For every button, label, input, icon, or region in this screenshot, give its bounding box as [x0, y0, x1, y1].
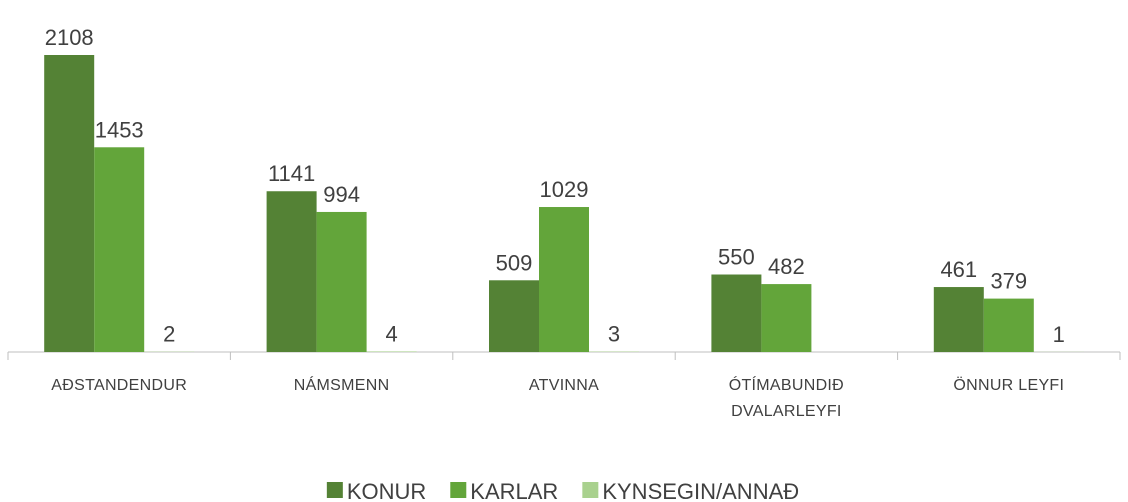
bar	[933, 287, 984, 352]
data-label: 482	[768, 254, 805, 279]
legend-swatch	[450, 482, 467, 498]
data-label: 1141	[268, 161, 315, 186]
data-label: 4	[385, 321, 397, 346]
legend-label: KARLAR	[470, 479, 558, 502]
legend-label: KYNSEGIN/ANNAÐ	[602, 479, 799, 502]
data-label: 2108	[45, 25, 94, 50]
legend-swatch	[326, 482, 343, 498]
bar	[366, 351, 417, 352]
legend-label: KONUR	[347, 479, 426, 502]
bar	[266, 191, 317, 352]
bar	[539, 207, 589, 352]
data-label: 379	[990, 269, 1027, 294]
bar	[489, 280, 539, 352]
data-label: 3	[608, 322, 620, 347]
x-tick-label: ÖNNUR LEYFI	[953, 377, 1065, 394]
data-label: 461	[940, 257, 977, 282]
data-label: 1	[1053, 322, 1065, 347]
x-tick-label: ATVINNA	[528, 377, 600, 394]
bar	[316, 211, 367, 352]
bar	[94, 147, 145, 352]
bar	[761, 284, 812, 352]
data-label: 994	[323, 182, 360, 207]
x-tick-label: ÓTÍMABUNDIÐ DVALARLEYFI	[728, 377, 845, 420]
bar	[983, 298, 1034, 352]
bar	[44, 55, 95, 352]
x-tick-label: AÐSTANDENDUR	[51, 377, 188, 394]
legend-swatch	[582, 482, 599, 498]
data-label: 1029	[540, 177, 589, 202]
x-tick-label: NÁMSMENN	[293, 377, 390, 394]
bar	[711, 274, 762, 352]
data-label: 550	[718, 245, 755, 270]
data-label: 1453	[95, 117, 144, 142]
data-label: 2	[163, 322, 175, 347]
data-label: 509	[496, 250, 533, 275]
